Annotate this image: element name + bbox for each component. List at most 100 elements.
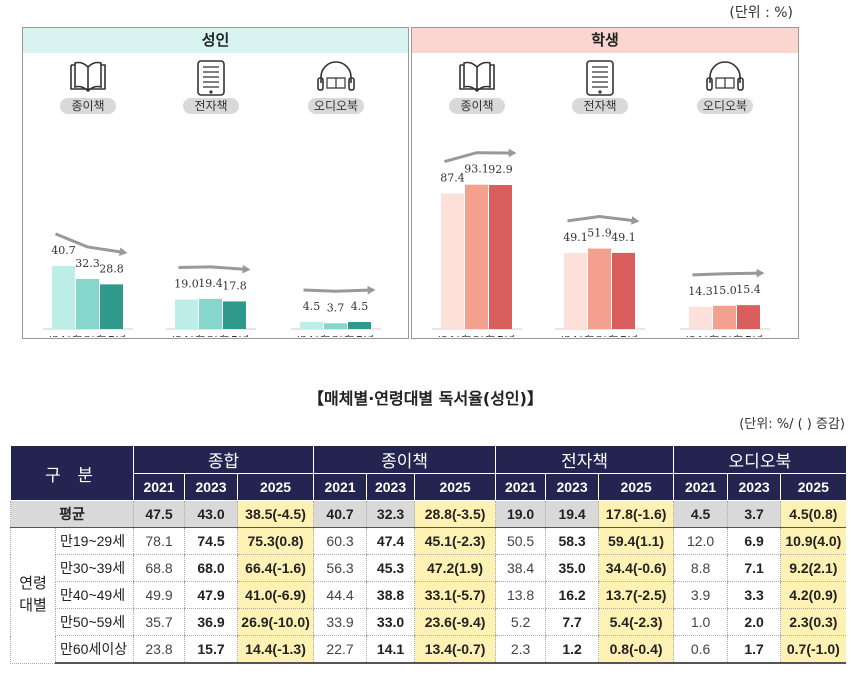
- data-label: 32.3: [75, 257, 100, 270]
- adult-chart: 종이책40.7'21년32.3'23년28.8'25년전자책19.0'21년19…: [43, 60, 381, 348]
- table-cell: 13.4(-0.7): [414, 635, 496, 664]
- bar: [564, 252, 587, 329]
- table-cell: 23.8: [133, 635, 185, 664]
- small-book: [326, 77, 346, 89]
- data-label: 19.4: [198, 277, 223, 290]
- table-cell: 45.1(-2.3): [414, 527, 496, 555]
- media-label: 오디오북: [703, 99, 747, 113]
- group-header: 오디오북: [673, 446, 846, 474]
- table-cell: 5.4(-2.3): [598, 608, 674, 636]
- trend-arrow-head: [242, 264, 251, 274]
- x-tick-label: '25년: [609, 334, 639, 337]
- table-cell: 2.3: [495, 635, 546, 664]
- trend-arrow-head: [367, 285, 376, 295]
- media-label: 전자책: [583, 98, 616, 113]
- table-row: 만50~59세 35.7 36.9 26.9(-10.0) 33.9 33.0 23.6(-…: [11, 608, 846, 636]
- bar: [441, 193, 464, 329]
- table-cell: 38.8: [366, 581, 415, 609]
- row-label: 만30~39세: [54, 554, 134, 582]
- table-cell: 1.7: [727, 635, 781, 664]
- table-cell: 74.5: [184, 527, 238, 555]
- table-cell: 0.8(-0.4): [598, 635, 674, 664]
- table-cell: 4.5(0.8): [780, 500, 846, 528]
- year-header: 2021: [313, 473, 367, 501]
- headphone-left: [317, 77, 324, 91]
- table-cell: 58.3: [545, 527, 599, 555]
- table-cell: 47.9: [184, 581, 238, 609]
- table-cell: 6.9: [727, 527, 781, 555]
- media-label: 종이책: [460, 98, 493, 113]
- data-label: 92.9: [488, 163, 513, 176]
- trend-arrow-head: [119, 247, 128, 257]
- table-cell: 1.2: [545, 635, 599, 664]
- trend-arrow: [567, 215, 636, 223]
- bar: [223, 301, 246, 329]
- trend-arrow-head: [631, 216, 640, 225]
- table-cell: 4.5: [673, 500, 728, 528]
- data-label: 49.1: [611, 231, 636, 244]
- trend-arrow-head: [756, 268, 765, 278]
- data-label: 17.8: [222, 279, 247, 292]
- group-header: 전자책: [495, 446, 674, 474]
- age-group-label: 연령 대별: [10, 527, 56, 664]
- table-cell: 75.3(0.8): [237, 527, 314, 555]
- table-cell: 34.4(-0.6): [598, 554, 674, 582]
- book-icon: [70, 61, 106, 93]
- bar: [465, 184, 488, 329]
- unit-label: (단위 : %): [729, 5, 793, 21]
- tablet-button: [209, 90, 213, 94]
- headphone-right: [348, 77, 355, 91]
- year-header: 2023: [184, 473, 238, 501]
- tablet-lines: [203, 66, 219, 88]
- table-cell: 3.3: [727, 581, 781, 609]
- row-label: 만60세이상: [54, 635, 134, 664]
- reading-rate-table: 구 분 종합 종이책 전자책 오디오북 2021 2023 2025 2021 2023…: [9, 446, 846, 664]
- table-cell: 4.2(0.9): [780, 581, 846, 609]
- table-cell: 45.3: [366, 554, 415, 582]
- table-row: 연령 대별 만19~29세 78.1 74.5 75.3(0.8) 60.3 47.4 45.…: [10, 527, 846, 664]
- ebook-icon: [586, 60, 614, 96]
- bar: [76, 278, 99, 329]
- headphone-band: [709, 61, 741, 83]
- adult-panel: 성인 종이책40.7'21년32.3'23년28.8'25년전자책19.0'21…: [22, 27, 409, 348]
- table-cell: 19.0: [495, 500, 546, 528]
- student-panel: 학생 종이책87.4'21년93.1'23년92.9'25년전자책49.1'21…: [411, 27, 799, 348]
- media-label: 전자책: [194, 98, 227, 113]
- table-cell: 50.5: [495, 527, 546, 555]
- table-cell: 68.8: [133, 554, 185, 582]
- table-title: 【매체별·연령대별 독서율(성인)】: [308, 389, 543, 408]
- table-cell: 2.3(0.3): [780, 608, 846, 636]
- table-cell: 33.9: [313, 608, 367, 636]
- table-cell: 28.8(-3.5): [414, 500, 496, 528]
- group-header: 종합: [133, 446, 314, 474]
- table-cell: 47.5: [133, 500, 185, 528]
- bar: [713, 305, 736, 329]
- table-cell: 78.1: [133, 527, 185, 555]
- row-label: 만50~59세: [54, 608, 134, 636]
- x-tick-label: '25년: [486, 334, 516, 337]
- year-header: 2021: [673, 473, 728, 501]
- audiobook-icon: [706, 61, 744, 91]
- table-cell: 7.7: [545, 608, 599, 636]
- data-label: 3.7: [327, 301, 345, 314]
- table-cell: 44.4: [313, 581, 367, 609]
- bar: [52, 265, 75, 329]
- tablet-frame: [586, 60, 614, 96]
- table-cell: 47.2(1.9): [414, 554, 496, 582]
- headphone-right: [737, 77, 744, 91]
- year-header: 2025: [414, 473, 496, 501]
- data-label: 87.4: [440, 172, 465, 185]
- table-cell: 40.7: [313, 500, 367, 528]
- year-header: 2021: [495, 473, 546, 501]
- table-cell: 8.8: [673, 554, 728, 582]
- table-cell: 15.7: [184, 635, 238, 664]
- trend-arrow: [444, 151, 513, 163]
- year-header: 2021: [133, 473, 185, 501]
- trend-arrow: [54, 232, 124, 254]
- tablet-lines: [592, 66, 608, 88]
- table-cell: 38.5(-4.5): [237, 500, 314, 528]
- bar: [175, 299, 198, 329]
- trend-arrow: [178, 265, 247, 271]
- table-cell: 60.3: [313, 527, 367, 555]
- table-cell: 36.9: [184, 608, 238, 636]
